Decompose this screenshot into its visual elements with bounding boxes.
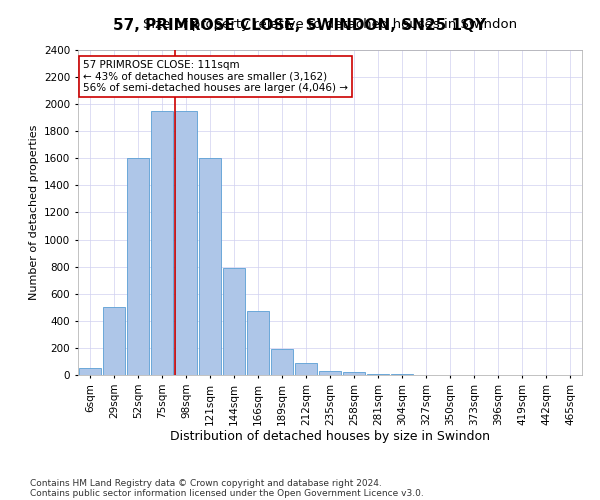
Bar — [79, 368, 101, 375]
Bar — [223, 268, 245, 375]
Bar — [367, 374, 389, 375]
Bar — [319, 371, 341, 375]
Text: 57 PRIMROSE CLOSE: 111sqm
← 43% of detached houses are smaller (3,162)
56% of se: 57 PRIMROSE CLOSE: 111sqm ← 43% of detac… — [83, 60, 348, 93]
Text: Contains public sector information licensed under the Open Government Licence v3: Contains public sector information licen… — [30, 488, 424, 498]
Bar — [199, 158, 221, 375]
Bar — [295, 364, 317, 375]
Bar — [175, 111, 197, 375]
Text: Contains HM Land Registry data © Crown copyright and database right 2024.: Contains HM Land Registry data © Crown c… — [30, 478, 382, 488]
Bar — [247, 312, 269, 375]
X-axis label: Distribution of detached houses by size in Swindon: Distribution of detached houses by size … — [170, 430, 490, 444]
Bar — [127, 158, 149, 375]
Bar — [343, 372, 365, 375]
Bar — [103, 308, 125, 375]
Bar — [151, 111, 173, 375]
Text: 57, PRIMROSE CLOSE, SWINDON, SN25 1QY: 57, PRIMROSE CLOSE, SWINDON, SN25 1QY — [113, 18, 487, 32]
Bar — [271, 350, 293, 375]
Title: Size of property relative to detached houses in Swindon: Size of property relative to detached ho… — [143, 18, 517, 31]
Bar — [391, 374, 413, 375]
Y-axis label: Number of detached properties: Number of detached properties — [29, 125, 38, 300]
